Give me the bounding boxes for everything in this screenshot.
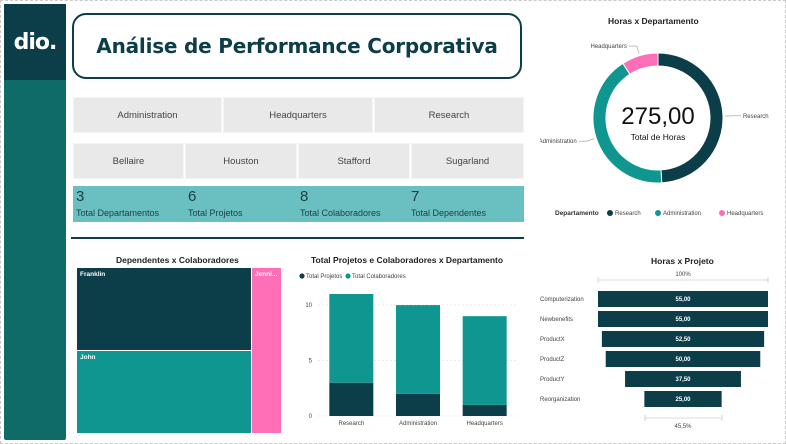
slicer-department-headquarters[interactable]: Headquarters (223, 97, 373, 133)
legend-dot-icon (655, 210, 661, 216)
slicer-location-stafford[interactable]: Stafford (298, 143, 410, 179)
slicer-location-bellaire[interactable]: Bellaire (73, 143, 184, 179)
kpi-label: Total Dependentes (411, 208, 487, 218)
x-tick-label: Headquarters (466, 421, 502, 427)
kpi-value: 8 (300, 188, 309, 205)
funnel-bar-producty (625, 371, 741, 387)
legend-dot-icon (607, 210, 613, 216)
funnel-bar-computerization (598, 291, 768, 307)
logo-text: dio. (13, 29, 58, 55)
kpi-total-projetos: 6 Total Projetos (188, 186, 298, 222)
bar-administration-projetos (396, 393, 440, 416)
treemap-tile-label: Jenni... (255, 271, 278, 278)
donut-slice-headquarters (622, 52, 659, 75)
funnel-category-label: ProductZ (540, 357, 565, 363)
funnel-chart-title: Horas x Projeto (651, 256, 714, 266)
donut-chart: 275,00 Total de Horas Research Administra… (540, 44, 769, 217)
funnel-category-label: Computerization (540, 297, 584, 303)
funnel-bottom-label: 45,5% (674, 424, 692, 430)
donut-label: Research (743, 114, 769, 120)
treemap-tile-label: Franklin (80, 271, 106, 278)
funnel-category-label: ProductY (540, 377, 565, 383)
funnel-value-label: 25,00 (675, 397, 691, 403)
y-tick-label: 0 (309, 414, 313, 420)
slicer-label: Headquarters (269, 109, 327, 121)
slicer-department-administration[interactable]: Administration (73, 97, 222, 133)
donut-leader-line (628, 45, 640, 54)
bar-headquarters-colaboradores (462, 316, 507, 405)
kpi-total-departamentos: 3 Total Departamentos (76, 186, 186, 222)
funnel-value-label: 55,00 (675, 317, 691, 323)
title-card: Análise de Performance Corporativa (72, 13, 522, 79)
column-chart: Total Projetos Total Colaboradores 0 5 10 R… (299, 273, 518, 427)
funnel-bar-newbenefits (598, 311, 768, 327)
y-tick-label: 5 (309, 359, 313, 365)
treemap-title: Dependentes x Colaboradores (116, 255, 239, 265)
donut-label: Administration (540, 139, 577, 145)
slicer-label: Sugarland (445, 155, 490, 167)
donut-label: Headquarters (591, 44, 627, 50)
donut-center-label: Total de Horas (631, 132, 686, 142)
donut-center-value: 275,00 (621, 103, 694, 130)
legend-dot-icon (299, 273, 305, 279)
bar-research-projetos (329, 382, 374, 416)
donut-legend-item: Research (615, 211, 641, 217)
funnel-value-label: 55,00 (675, 297, 691, 303)
slicer-label: Bellaire (112, 155, 145, 167)
kpi-total-colaboradores: 8 Total Colaboradores (300, 186, 410, 222)
kpi-label: Total Colaboradores (300, 208, 381, 218)
x-tick-label: Research (338, 421, 364, 427)
bar-headquarters-projetos (462, 404, 507, 416)
slicer-location-houston[interactable]: Houston (185, 143, 297, 179)
funnel-chart: 100% 55,00 Computerization 55,00 Newbenefit… (540, 272, 769, 430)
funnel-bar-reorganization (644, 391, 722, 407)
legend-dot-icon (719, 210, 725, 216)
funnel-category-label: ProductX (540, 337, 565, 343)
funnel-value-label: 37,50 (675, 377, 691, 383)
donut-legend-item: Administration (663, 211, 701, 217)
donut-legend-item: Headquarters (727, 211, 763, 217)
donut-leader-line (578, 138, 595, 142)
kpi-value: 7 (411, 188, 420, 205)
slicer-department-research[interactable]: Research (374, 97, 524, 133)
logo: dio. (4, 4, 66, 80)
column-legend-item: Total Projetos (306, 274, 342, 280)
x-tick-label: Administration (399, 421, 437, 427)
kpi-value: 3 (76, 188, 85, 205)
kpi-label: Total Departamentos (76, 208, 160, 218)
funnel-bar-productx (601, 331, 765, 347)
kpi-bar: 3 Total Departamentos 6 Total Projetos 8… (73, 186, 524, 222)
slicer-label: Administration (117, 109, 178, 121)
funnel-value-label: 52,50 (675, 337, 691, 343)
funnel-category-label: Reorganization (540, 397, 580, 403)
slicer-location-sugarland[interactable]: Sugarland (411, 143, 524, 179)
kpi-value: 6 (188, 188, 197, 205)
bar-research-colaboradores (329, 294, 374, 383)
funnel-category-label: Newbenefits (540, 317, 573, 323)
legend-dot-icon (345, 273, 351, 279)
treemap-tile-2[interactable]: John (77, 351, 251, 433)
treemap-tile-1[interactable]: Franklin (77, 268, 251, 350)
treemap-tile-3[interactable]: Jenni... (252, 268, 281, 433)
bar-administration-colaboradores (396, 305, 440, 394)
sidebar: dio. (4, 4, 66, 440)
slicer-label: Research (428, 109, 470, 121)
funnel-bar-productz (605, 351, 761, 367)
column-legend-item: Total Colaboradores (352, 274, 406, 280)
kpi-total-dependentes: 7 Total Dependentes (411, 186, 521, 222)
y-tick-label: 10 (305, 303, 312, 309)
donut-chart-title: Horas x Departamento (608, 16, 699, 26)
donut-legend-title: Departamento (555, 210, 599, 217)
slicer-label: Stafford (337, 155, 371, 167)
page-title: Análise de Performance Corporativa (96, 34, 498, 58)
slicer-label: Houston (223, 155, 259, 167)
section-divider (71, 237, 524, 239)
treemap-tile-label: John (80, 354, 96, 361)
funnel-value-label: 50,00 (675, 357, 691, 363)
kpi-label: Total Projetos (188, 208, 243, 218)
funnel-top-label: 100% (675, 272, 691, 278)
column-chart-title: Total Projetos e Colaboradores x Departa… (311, 255, 504, 265)
